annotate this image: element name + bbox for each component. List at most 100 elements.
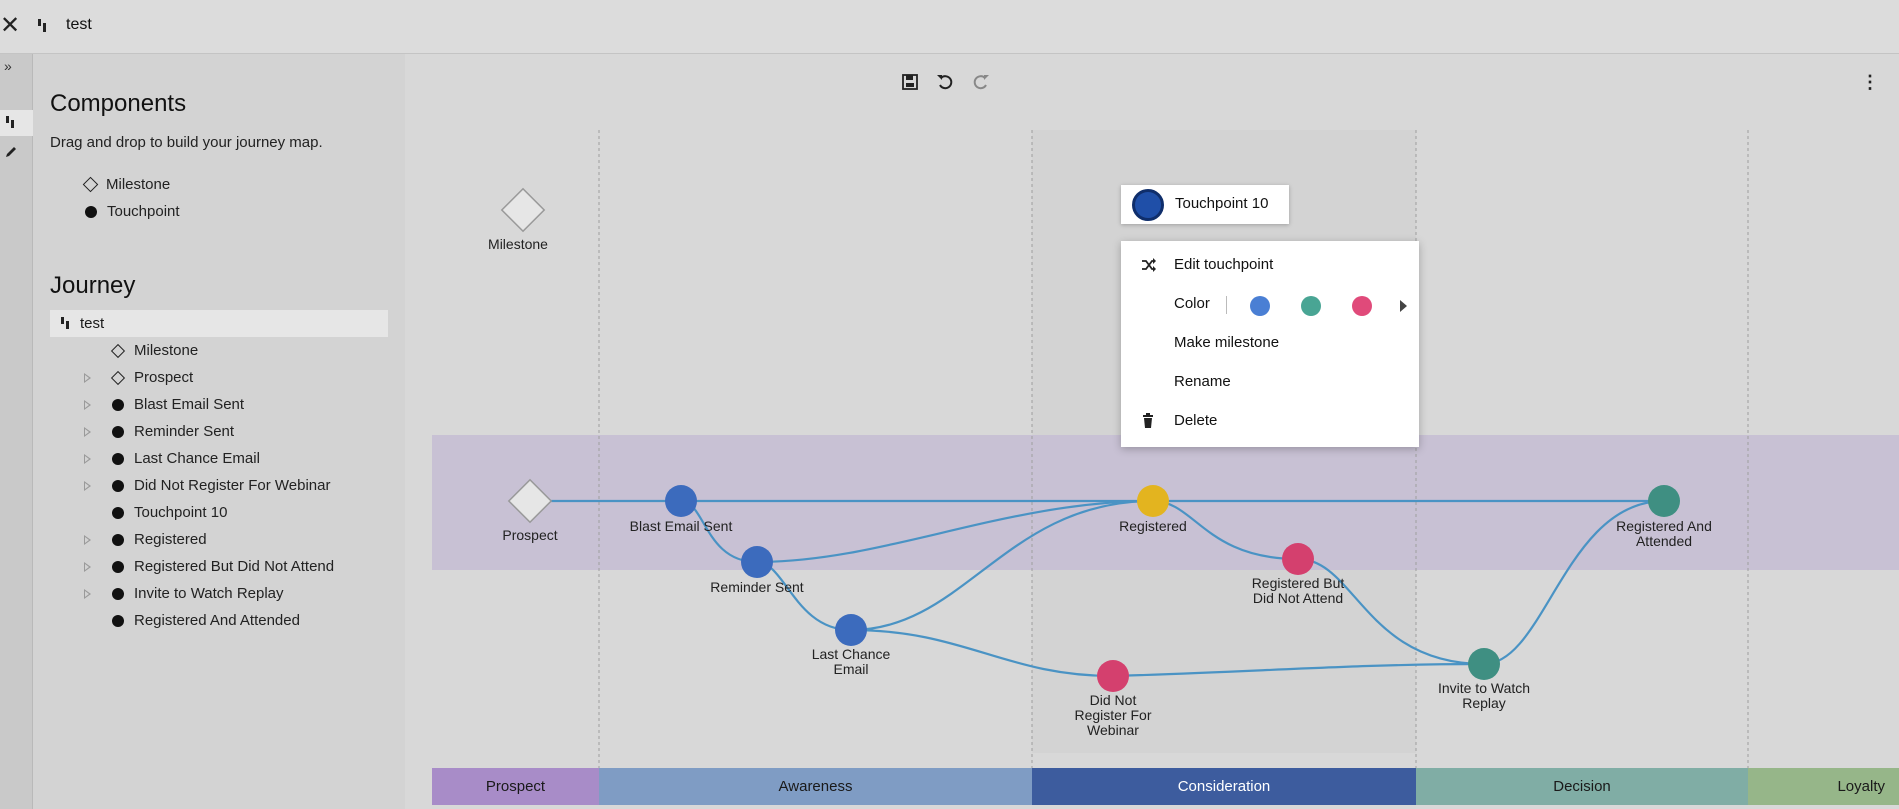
expand-caret-icon[interactable] bbox=[84, 427, 91, 437]
rna-node[interactable] bbox=[1648, 485, 1680, 517]
component-milestone[interactable]: Milestone bbox=[82, 176, 170, 193]
last-chance-label: Last Chance Email bbox=[811, 646, 891, 677]
tree-item[interactable]: Registered bbox=[50, 526, 388, 553]
tree-item-label: Registered But Did Not Attend bbox=[134, 558, 335, 575]
reminder-node[interactable] bbox=[741, 546, 773, 578]
edge-invite-rna bbox=[1483, 499, 1665, 666]
dot-icon bbox=[112, 453, 124, 465]
blast-email-label: Blast Email Sent bbox=[629, 518, 733, 534]
stage-consideration[interactable]: Consideration bbox=[1032, 768, 1416, 805]
stage-bar: Prospect Awareness Consideration Decisio… bbox=[432, 768, 1899, 805]
tree-item[interactable]: Registered But Did Not Attend bbox=[50, 553, 388, 580]
tree-item-label: Prospect bbox=[134, 369, 194, 386]
save-icon[interactable] bbox=[899, 71, 921, 93]
reminder-label: Reminder Sent bbox=[710, 579, 804, 595]
tab-journey[interactable] bbox=[0, 110, 33, 136]
milestone-node[interactable] bbox=[500, 187, 546, 233]
journey-icon bbox=[61, 317, 69, 329]
pencil-icon bbox=[6, 147, 16, 157]
edge-rbdna-invite bbox=[1297, 557, 1485, 666]
component-touchpoint[interactable]: Touchpoint bbox=[85, 203, 180, 220]
tree-item[interactable]: Did Not Register For Webinar bbox=[50, 472, 388, 499]
tree-root[interactable]: test bbox=[50, 310, 388, 337]
color-swatch-pink[interactable] bbox=[1352, 296, 1372, 316]
menu-color: Color bbox=[1121, 286, 1419, 322]
dot-icon bbox=[112, 588, 124, 600]
expand-icon[interactable]: » bbox=[4, 58, 12, 74]
expand-caret-icon[interactable] bbox=[84, 481, 91, 491]
stage-loyalty[interactable]: Loyalty bbox=[1748, 768, 1899, 805]
rbdna-label: Registered But Did Not Attend bbox=[1251, 575, 1345, 606]
tree-item[interactable]: Blast Email Sent bbox=[50, 391, 388, 418]
color-swatch-blue[interactable] bbox=[1250, 296, 1270, 316]
tree-item[interactable]: Touchpoint 10 bbox=[50, 499, 388, 526]
color-swatch-teal[interactable] bbox=[1301, 296, 1321, 316]
tree-item-label: Registered And Attended bbox=[134, 612, 300, 629]
edge-reminder-registered bbox=[756, 499, 1154, 564]
invite-node[interactable] bbox=[1468, 648, 1500, 680]
prospect-label: Prospect bbox=[502, 527, 558, 543]
expand-caret-icon[interactable] bbox=[84, 400, 91, 410]
dnr-label: Did Not Register For Webinar bbox=[1074, 692, 1152, 738]
stage-decision[interactable]: Decision bbox=[1416, 768, 1748, 805]
trash-icon bbox=[1143, 413, 1153, 428]
more-options-icon[interactable]: ⋮ bbox=[1861, 72, 1879, 92]
tree-item[interactable]: Prospect bbox=[50, 364, 388, 391]
menu-make-milestone[interactable]: Make milestone bbox=[1174, 334, 1280, 351]
tree-item[interactable]: Reminder Sent bbox=[50, 418, 388, 445]
dot-icon bbox=[112, 480, 124, 492]
stage-prospect[interactable]: Prospect bbox=[432, 768, 599, 805]
touchpoint-name: Touchpoint 10 bbox=[1175, 195, 1269, 212]
components-panel: Components Drag and drop to build your j… bbox=[33, 54, 405, 809]
menu-rename[interactable]: Rename bbox=[1174, 373, 1231, 390]
tree-item-label: Milestone bbox=[134, 342, 199, 359]
last-chance-node[interactable] bbox=[835, 614, 867, 646]
journey-heading: Journey bbox=[50, 272, 136, 299]
menu-edit-touchpoint[interactable]: Edit touchpoint bbox=[1121, 247, 1419, 283]
edge-lastchance-registered bbox=[850, 499, 1154, 632]
tree-item[interactable]: Registered And Attended bbox=[50, 607, 388, 634]
undo-icon[interactable] bbox=[934, 71, 956, 93]
redo-icon[interactable] bbox=[970, 71, 992, 93]
tree-item[interactable]: Milestone bbox=[50, 337, 388, 364]
shuffle-icon bbox=[1142, 258, 1156, 272]
registered-label: Registered bbox=[1119, 518, 1187, 534]
journey-icon bbox=[6, 116, 14, 128]
blast-email-node[interactable] bbox=[665, 485, 697, 517]
context-menu: Edit touchpoint Color Make milestone Ren… bbox=[1121, 241, 1419, 447]
edge-dnr-invite bbox=[1112, 662, 1485, 678]
more-colors-arrow-icon[interactable] bbox=[1400, 300, 1407, 312]
tree-item-label: Did Not Register For Webinar bbox=[134, 477, 331, 494]
journey-icon bbox=[38, 19, 46, 32]
tree-item-label: Last Chance Email bbox=[134, 450, 260, 467]
tree-item-label: Invite to Watch Replay bbox=[134, 585, 284, 602]
expand-caret-icon[interactable] bbox=[84, 535, 91, 545]
diamond-icon bbox=[82, 176, 99, 193]
expand-caret-icon[interactable] bbox=[84, 373, 91, 383]
tree-item[interactable]: Last Chance Email bbox=[50, 445, 388, 472]
tree-item[interactable]: Invite to Watch Replay bbox=[50, 580, 388, 607]
touchpoint-header[interactable]: Touchpoint 10 bbox=[1121, 185, 1289, 224]
rna-label: Registered And Attended bbox=[1616, 518, 1712, 549]
expand-caret-icon[interactable] bbox=[84, 562, 91, 572]
expand-caret-icon[interactable] bbox=[84, 454, 91, 464]
touchpoint-swatch bbox=[1132, 189, 1164, 221]
divider bbox=[1226, 296, 1227, 314]
tree-item-label: Touchpoint 10 bbox=[134, 504, 228, 521]
dot-icon bbox=[112, 534, 124, 546]
rbdna-node[interactable] bbox=[1282, 543, 1314, 575]
prospect-node[interactable] bbox=[507, 478, 553, 524]
edge-lastchance-dnr bbox=[850, 628, 1114, 678]
milestone-label: Milestone bbox=[488, 236, 548, 252]
window-title: test bbox=[66, 16, 92, 33]
registered-node[interactable] bbox=[1137, 485, 1169, 517]
tab-edit[interactable] bbox=[0, 140, 33, 166]
dnr-node[interactable] bbox=[1097, 660, 1129, 692]
top-bar: ✕ test bbox=[0, 0, 1899, 54]
tree-item-label: Reminder Sent bbox=[134, 423, 235, 440]
menu-delete[interactable]: Delete bbox=[1121, 403, 1419, 439]
close-icon[interactable]: ✕ bbox=[0, 12, 21, 39]
expand-caret-icon[interactable] bbox=[84, 589, 91, 599]
edge-reminder-lastchance bbox=[756, 560, 852, 632]
stage-awareness[interactable]: Awareness bbox=[599, 768, 1032, 805]
